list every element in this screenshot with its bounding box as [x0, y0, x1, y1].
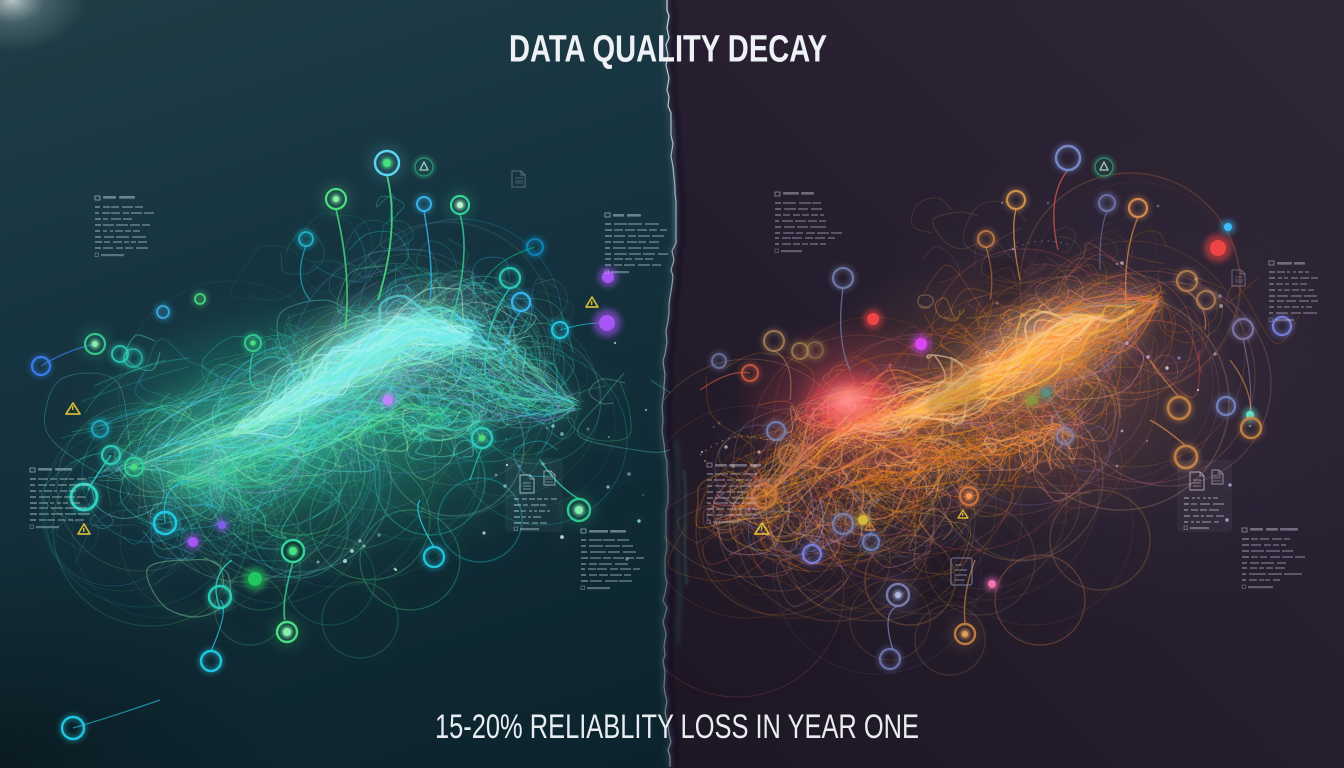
svg-text:15-20% RELIABLITY LOSS IN YEAR: 15-20% RELIABLITY LOSS IN YEAR ONE [435, 708, 919, 746]
svg-text:DATA QUALITY DECAY: DATA QUALITY DECAY [509, 29, 827, 71]
